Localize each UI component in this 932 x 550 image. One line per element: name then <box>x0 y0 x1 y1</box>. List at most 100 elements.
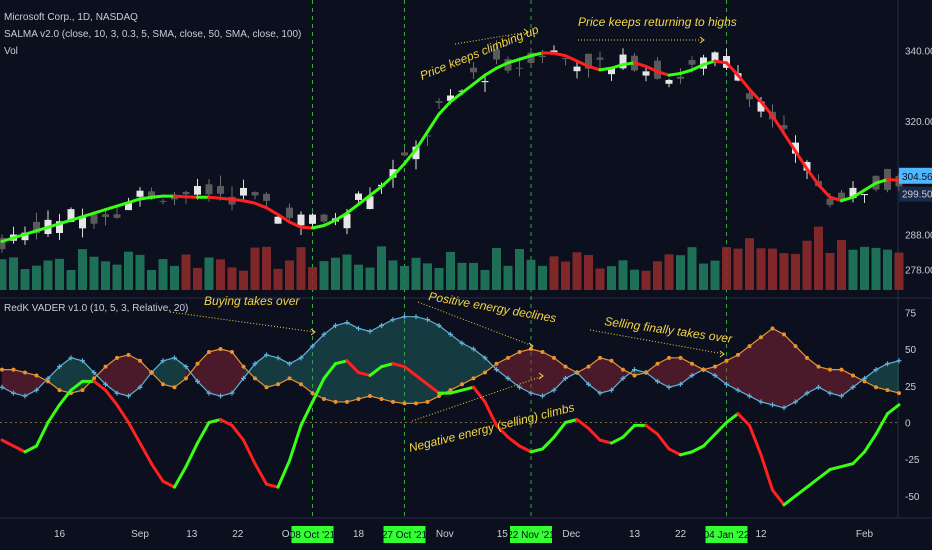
volume-bar <box>319 261 329 290</box>
positive-energy-point <box>218 393 223 399</box>
volume-bar <box>503 265 513 290</box>
net-energy-segment <box>35 420 50 448</box>
candle-body <box>401 152 408 156</box>
vol-legend[interactable]: Vol <box>4 46 18 57</box>
net-energy-segment <box>380 362 395 369</box>
positive-energy-point <box>22 393 28 399</box>
symbol-legend[interactable]: Microsoft Corp., 1D, NASDAQ <box>4 12 138 23</box>
salma-segment <box>472 73 487 86</box>
positive-energy-point <box>137 384 143 390</box>
highlight-date-badge <box>705 526 748 543</box>
candle-body <box>447 95 454 101</box>
positive-energy-point <box>517 384 522 390</box>
negative-energy-point <box>368 394 372 399</box>
energy-fill <box>358 328 370 399</box>
volume-bar <box>860 246 869 290</box>
energy-fill <box>830 369 842 397</box>
net-energy-segment <box>115 403 130 424</box>
net-energy-segment <box>840 462 855 469</box>
net-energy-segment <box>621 423 636 439</box>
net-energy-segment <box>334 359 349 366</box>
salma-segment <box>771 114 786 136</box>
candle-body <box>585 53 592 69</box>
salma-segment <box>817 183 832 199</box>
negative-energy-point <box>333 399 338 404</box>
energy-fill <box>554 357 566 391</box>
salma-segment <box>610 63 625 70</box>
positive-energy-point <box>252 361 258 367</box>
salma-segment <box>380 174 395 189</box>
x-tick-label: 22 <box>232 529 244 540</box>
energy-fill <box>439 325 451 397</box>
candle-body <box>688 60 696 65</box>
energy-fill <box>427 319 439 402</box>
positive-energy-point <box>425 317 430 323</box>
salma-segment <box>138 195 153 201</box>
salma-segment <box>219 196 234 201</box>
positive-energy-point <box>827 390 833 396</box>
negative-energy-point <box>195 361 200 366</box>
volume-bar <box>584 255 593 290</box>
energy-fill <box>577 366 589 385</box>
net-energy-segment <box>403 365 418 377</box>
energy-fill <box>324 325 336 402</box>
net-energy-segment <box>575 418 590 430</box>
annotation-buying-arrow-arrowhead <box>310 328 316 336</box>
net-energy-segment <box>667 447 682 457</box>
net-energy-segment <box>414 373 429 386</box>
salma-segment <box>46 222 61 229</box>
salma-segment <box>874 178 889 185</box>
volume-bar <box>296 247 306 290</box>
x-tick-label: Feb <box>856 529 874 540</box>
volume-bar <box>848 249 858 290</box>
positive-energy-point <box>172 355 177 361</box>
positive-energy-point <box>413 314 419 320</box>
candle-body <box>826 198 834 205</box>
volume-bar <box>825 252 835 290</box>
volume-bar <box>561 261 570 290</box>
volume-bar <box>699 263 708 290</box>
salma-segment <box>575 59 590 68</box>
positive-energy-point <box>344 320 350 326</box>
salma-segment <box>69 215 84 222</box>
salma-legend[interactable]: SALMA v2.0 (close, 10, 3, 0.3, 5, SMA, c… <box>4 29 302 40</box>
negative-energy-point <box>356 396 361 401</box>
annotation-price-returning-arrow-arrowhead <box>699 36 705 44</box>
net-energy-segment <box>46 403 61 424</box>
negative-energy-point <box>207 349 211 354</box>
energy-fill <box>508 351 520 388</box>
net-energy-segment <box>587 426 602 442</box>
salma-segment <box>805 167 820 187</box>
candle-body <box>504 59 512 71</box>
energy-fill <box>634 369 646 376</box>
candle-body <box>792 142 799 154</box>
negative-energy-point <box>345 399 349 404</box>
negative-energy-point <box>379 396 384 401</box>
salma-segment <box>633 61 648 68</box>
positive-energy-point <box>459 340 465 346</box>
vader-legend[interactable]: RedK VADER v1.0 (10, 5, 3, Relative, 20) <box>4 303 189 314</box>
energy-fill <box>807 357 819 394</box>
net-energy-segment <box>299 400 314 427</box>
candle-body <box>286 207 293 218</box>
net-energy-segment <box>196 420 211 445</box>
x-tick-label: 16 <box>54 529 66 540</box>
net-energy-segment <box>12 444 27 454</box>
negative-energy-point <box>517 349 522 354</box>
volume-bar <box>101 261 110 290</box>
annotation-positive-declines-arrow <box>417 301 534 347</box>
net-energy-segment <box>886 403 901 416</box>
salma-segment <box>414 130 429 151</box>
negative-energy-point <box>103 364 108 369</box>
negative-energy-point <box>46 379 50 384</box>
candle-body <box>355 193 362 200</box>
energy-fill <box>588 357 600 394</box>
net-energy-segment <box>265 482 280 489</box>
positive-energy-point <box>91 370 97 376</box>
salma-segment <box>334 211 349 222</box>
salma-segment <box>886 178 901 182</box>
negative-energy-point <box>736 352 740 357</box>
positive-energy-point <box>114 390 120 396</box>
